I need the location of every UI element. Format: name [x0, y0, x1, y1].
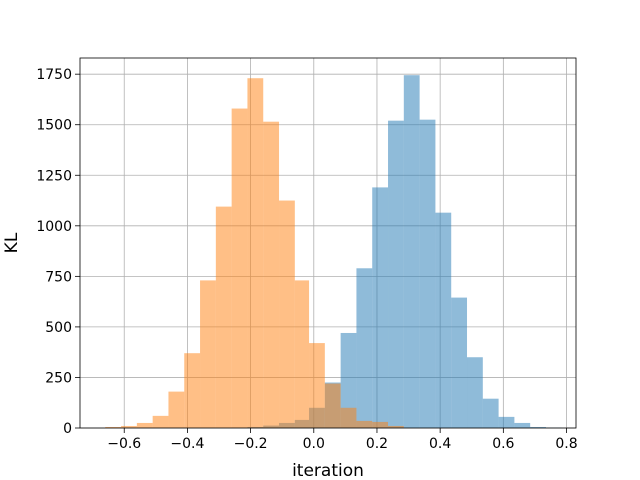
y-tick-label: 1000 — [36, 219, 72, 235]
histogram-bar — [435, 212, 452, 428]
histogram-bar — [482, 398, 499, 428]
histogram-bar — [168, 391, 185, 428]
x-tick-label: 0.2 — [366, 436, 388, 452]
histogram-bar — [231, 108, 248, 428]
series-0-bars — [231, 75, 562, 429]
histogram-bar — [136, 422, 153, 428]
histogram-bar — [372, 187, 389, 428]
histogram-bar — [105, 426, 122, 428]
histogram-bar — [340, 332, 357, 428]
histogram-bar — [263, 121, 280, 428]
histogram-bar — [294, 280, 310, 428]
histogram-bar — [184, 353, 201, 428]
x-axis-label: iteration — [292, 461, 364, 480]
histogram-bar — [356, 420, 373, 428]
y-tick-label: 500 — [45, 320, 72, 336]
histogram-bar — [215, 206, 232, 428]
x-axis-ticks: −0.6 −0.4 −0.2 0.0 0.2 0.4 0.6 0.8 — [107, 428, 578, 452]
y-axis-label: KL — [2, 232, 22, 253]
x-tick-label: 0.0 — [303, 436, 325, 452]
histogram-bar — [356, 268, 373, 428]
histogram-bar — [324, 383, 341, 428]
histogram-bar — [279, 200, 295, 428]
histogram-bar — [309, 343, 325, 428]
y-tick-label: 1750 — [36, 67, 72, 83]
y-tick-label: 750 — [45, 269, 72, 285]
histogram-bar — [388, 425, 404, 428]
series-1-bars — [105, 78, 404, 429]
histogram-bar — [372, 421, 389, 428]
histogram-bar — [419, 119, 436, 429]
histogram-bar — [340, 407, 357, 428]
histogram-bar — [121, 425, 137, 428]
histogram-bar — [403, 75, 420, 428]
y-tick-label: 1500 — [36, 118, 72, 134]
x-tick-label: −0.4 — [170, 436, 204, 452]
histogram-bar — [530, 426, 546, 428]
histogram-bar — [467, 357, 483, 428]
histogram-bar — [498, 416, 515, 428]
histogram-bar — [247, 78, 264, 429]
histogram-bars — [105, 75, 562, 429]
plot-frame — [79, 57, 577, 429]
histogram-bar — [200, 280, 216, 428]
x-tick-label: −0.6 — [107, 436, 141, 452]
x-tick-label: 0.6 — [492, 436, 514, 452]
x-tick-label: −0.2 — [234, 436, 268, 452]
y-tick-label: 0 — [63, 421, 72, 437]
histogram-bar — [451, 297, 468, 428]
y-axis-ticks: 0 250 500 750 1000 1250 1500 1750 — [36, 67, 80, 437]
histogram-bar — [152, 415, 169, 428]
y-tick-label: 250 — [45, 370, 72, 386]
x-tick-label: 0.4 — [429, 436, 451, 452]
y-tick-label: 1250 — [36, 168, 72, 184]
grid — [80, 58, 576, 429]
x-tick-label: 0.8 — [555, 436, 577, 452]
histogram-bar — [388, 120, 404, 428]
histogram-bar — [514, 422, 531, 428]
